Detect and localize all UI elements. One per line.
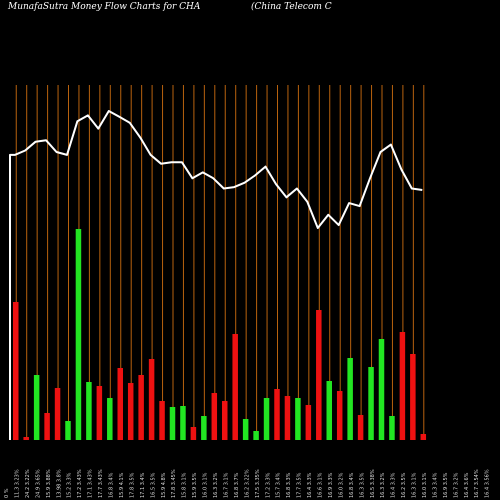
x-tick-label: 13.98 3.8% [56,469,62,498]
x-tick-label: 16.2 3.22% [244,469,250,498]
money-flow-bar [242,419,249,440]
money-flow-bar [420,434,427,440]
x-tick-label: 17.7 3.43% [98,469,104,498]
money-flow-bar [65,421,71,440]
money-flow-bar [33,375,40,440]
x-tick-label: 16.7 3.2% [453,472,459,498]
money-flow-bar [305,405,312,440]
x-tick-label: 17.2 3.3% [265,472,271,498]
x-tick-label: 24.9 3.65% [35,469,41,498]
money-flow-bar [222,401,228,440]
x-tick-label: 16.4 3.56% [485,469,491,498]
x-tick-label: 16.4 3.6% [464,472,470,498]
x-tick-label: 17.7 3.5% [297,472,303,498]
money-flow-bar [148,359,155,440]
x-tick-label: 16.9 3.5% [443,472,449,498]
money-flow-bar [54,388,61,440]
x-tick-label: 16.9 3.3% [328,472,334,498]
x-tick-label: 16.3 3.2% [213,472,219,498]
money-flow-bar [107,398,113,440]
money-flow-bar [117,368,123,440]
x-tick-label: 16.3 3.4% [432,472,438,498]
chart-subtitle: (China Telecom C [251,2,332,12]
x-tick-label: 0 % [4,488,10,498]
x-tick-label: 16.0 3.1% [422,472,428,498]
x-tick-label: 11.3 3.23% [14,469,20,498]
money-flow-bar [96,386,103,440]
x-tick-label: 15.9 4.1% [119,472,125,498]
x-tick-labels: 0 % 11.3 3.23% 24.2 3.22% 24.9 3.65% 15.9 3.… [4,469,491,498]
money-flow-bar [347,358,353,440]
money-flow-bar [138,375,144,440]
x-tick-label: 16.5 3.38% [370,469,376,498]
x-tick-label: 16.5 3.5% [150,472,156,498]
money-flow-bar [232,334,238,440]
money-flow-bar [253,431,259,440]
money-flow-bar [336,391,343,440]
money-flow-bar [399,332,406,440]
x-tick-label: 15.9 3.88% [46,469,52,498]
x-tick-label: 16.7 3.1% [223,472,229,498]
money-flow-bar [410,354,416,440]
money-flow-bar [284,396,291,440]
money-flow-bar [295,398,301,440]
price-line [9,110,423,440]
x-tick-label: 15.9 4.8% [161,472,167,498]
money-flow-bar [169,407,176,440]
x-tick-label: 15.2 3.3% [67,472,73,498]
money-flow-bar [23,437,29,440]
money-flow-bar [211,393,218,440]
x-tick-label: 16.8 3.4% [109,472,115,498]
money-flow-bar [13,302,19,440]
x-tick-label: 16.7 3.54% [474,469,480,498]
money-flow-bar [326,381,332,440]
x-tick-label: 16.3 3.2% [380,472,386,498]
money-flow-bar [86,382,92,440]
x-tick-label: 17.2 3.43% [77,469,83,498]
x-tick-label: 16.2 3.5% [401,472,407,498]
money-flow-bar [201,416,207,440]
x-tick-label: 16.8 3.4% [349,472,355,498]
x-tick-label: 17.8 3.5% [129,472,135,498]
x-tick-label: 17.1 3.4% [140,472,146,498]
money-flow-bar [75,229,82,440]
x-tick-label: 15.9 3.5% [192,472,198,498]
x-tick-label: 16.0 3.2% [338,472,344,498]
x-tick-label: 15.7 3.4% [276,472,282,498]
x-tick-label: 15.8 3.1% [182,472,188,498]
money-flow-bar [263,398,270,440]
x-tick-label: 24.2 3.22% [25,469,31,498]
x-tick-label: 16.4 3.3% [307,472,313,498]
money-flow-bar [389,416,395,440]
x-tick-label: 16.4 3.3% [391,472,397,498]
x-tick-label: 17.8 3.45% [171,469,177,498]
x-tick-label: 17.1 3.43% [88,469,94,498]
money-flow-bar [159,401,165,440]
money-flow-bar [357,415,364,440]
x-tick-label: 17.5 3.35% [255,469,261,498]
x-tick-label: 16.3 3.5% [359,472,365,498]
money-flow-bar [316,310,322,440]
x-tick-label: 16.0 3.1% [203,472,209,498]
money-flow-bar [190,427,197,440]
x-tick-label: 16.8 3.7% [234,472,240,498]
x-tick-label: 16.3 3.1% [412,472,418,498]
money-flow-bar [274,389,280,440]
chart-title: MunafaSutra Money Flow Charts for CHA [8,2,201,12]
money-flow-bar [378,339,385,440]
money-flow-bar [44,413,50,440]
x-tick-label: 16.6 3.1% [318,472,324,498]
money-flow-bar [368,367,374,440]
x-tick-label: 16.8 3.3% [286,472,292,498]
money-flow-bar [180,406,186,440]
money-flow-bars [13,229,427,440]
money-flow-bar [127,383,134,440]
